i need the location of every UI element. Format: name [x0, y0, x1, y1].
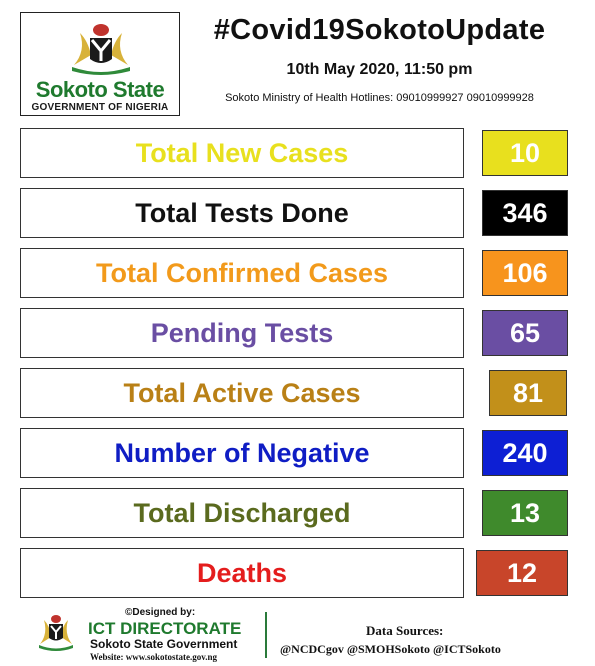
sokoto-state-logo: Sokoto State GOVERNMENT OF NIGERIA: [20, 12, 180, 116]
stat-label: Total Confirmed Cases: [20, 248, 464, 298]
stat-row-confirmed-cases: Total Confirmed Cases 106: [20, 248, 570, 298]
stat-row-active-cases: Total Active Cases 81: [20, 368, 570, 418]
footer-government: Sokoto State Government: [90, 637, 238, 651]
page-title: #Covid19SokotoUpdate: [213, 14, 546, 46]
stat-label: Pending Tests: [20, 308, 464, 358]
stat-row-pending-tests: Pending Tests 65: [20, 308, 570, 358]
data-sources-title: Data Sources:: [366, 623, 444, 638]
stat-row-new-cases: Total New Cases 10: [20, 128, 570, 178]
stat-value: 13: [482, 490, 568, 536]
stat-value: 81: [489, 370, 567, 416]
stat-label: Number of Negative: [20, 428, 464, 478]
website-link[interactable]: Website: www.sokotostate.gov.ng: [90, 652, 218, 662]
state-name: Sokoto State: [35, 77, 165, 102]
stat-label: Total New Cases: [20, 128, 464, 178]
stat-row-discharged: Total Discharged 13: [20, 488, 570, 538]
stat-value: 106: [482, 250, 568, 296]
designed-by: ©Designed by:: [125, 607, 196, 618]
stat-label: Total Tests Done: [20, 188, 464, 238]
coat-of-arms-icon: [72, 24, 130, 75]
hotlines: Sokoto Ministry of Health Hotlines: 0901…: [225, 92, 534, 104]
update-date: 10th May 2020, 11:50 pm: [286, 61, 473, 78]
stat-label: Deaths: [20, 548, 464, 598]
stat-row-tests-done: Total Tests Done 346: [20, 188, 570, 238]
stat-value: 346: [482, 190, 568, 236]
stat-value: 65: [482, 310, 568, 356]
footer-coat-of-arms-icon: [39, 615, 73, 651]
government-name: GOVERNMENT OF NIGERIA: [31, 102, 169, 113]
stat-label: Total Discharged: [20, 488, 464, 538]
ict-directorate: ICT DIRECTORATE: [88, 619, 242, 638]
stat-label: Total Active Cases: [20, 368, 464, 418]
stat-value: 12: [476, 550, 568, 596]
data-sources: @NCDCgov @SMOHSokoto @ICTSokoto: [280, 642, 501, 656]
stat-row-negative: Number of Negative 240: [20, 428, 570, 478]
stat-value: 10: [482, 130, 568, 176]
stat-value: 240: [482, 430, 568, 476]
stat-row-deaths: Deaths 12: [20, 548, 570, 598]
footer-divider: [265, 612, 267, 658]
